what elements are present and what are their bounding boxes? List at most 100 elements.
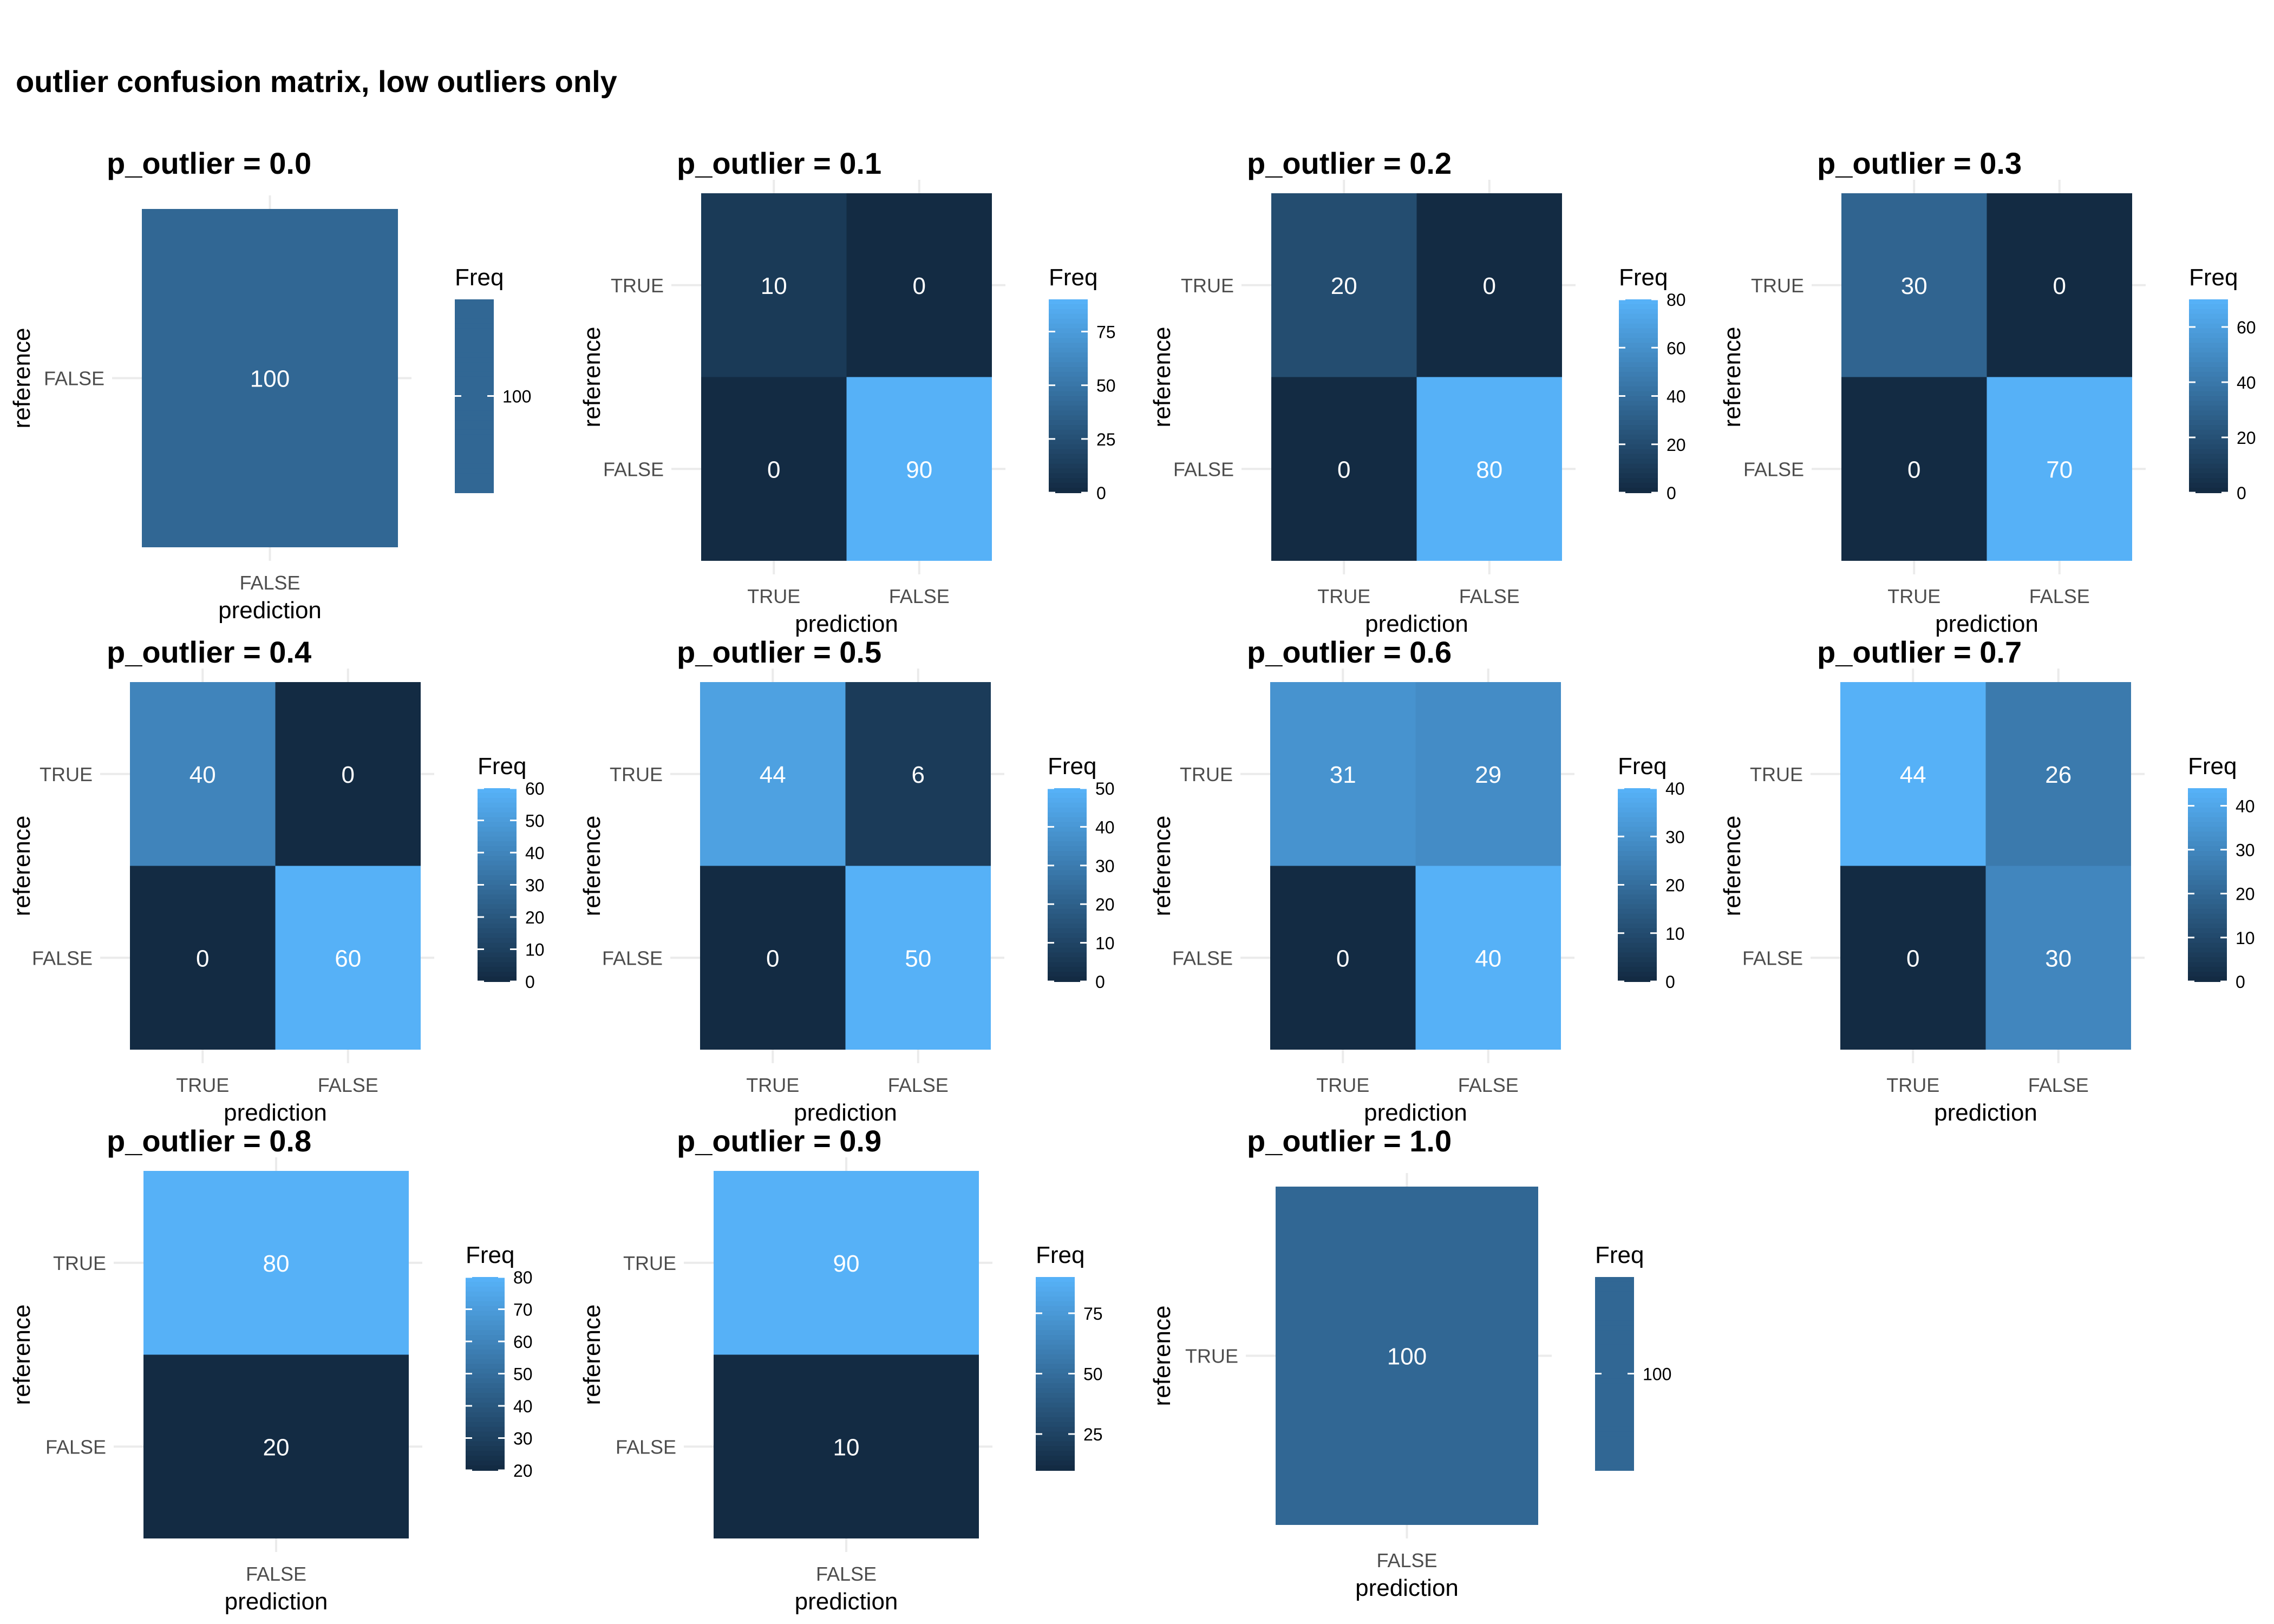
heatmap-cell [1840, 682, 1986, 866]
legend-colorbar-segment [478, 865, 517, 871]
x-axis-title: prediction [1364, 1099, 1467, 1126]
legend-tick-label: 50 [513, 1365, 533, 1384]
legend-colorbar-segment [478, 909, 517, 915]
cell-value-label: 20 [263, 1434, 290, 1461]
heatmap-cell [845, 682, 991, 866]
legend-colorbar-segment [1619, 318, 1658, 324]
legend-colorbar-segment [2189, 381, 2228, 387]
legend-colorbar-segment [478, 914, 517, 919]
legend-colorbar-segment [466, 1330, 505, 1336]
panel-9: 90 10 p_outlier = 0.9 TRUE FALSE FALSE predict… [579, 1124, 1103, 1615]
panel-7: 44 26 0 30 p_outlier = 0.7 TRUE FALSE TRUE FALSE… [1719, 635, 2255, 1126]
y-axis-title: reference [9, 816, 35, 916]
legend-colorbar-segment [478, 952, 517, 958]
legend-colorbar-segment [1048, 822, 1087, 828]
legend-colorbar-segment [466, 1296, 505, 1302]
x-tick-label: TRUE [1316, 1074, 1369, 1096]
y-axis-title: reference [579, 816, 605, 916]
legend-colorbar-segment [1036, 1277, 1075, 1282]
legend-colorbar-segment [1618, 918, 1657, 924]
legend-colorbar-segment [1048, 880, 1087, 886]
legend-colorbar-segment [1049, 391, 1088, 397]
legend-colorbar-segment [2188, 793, 2227, 798]
legend-colorbar-segment [1618, 977, 1657, 982]
legend-colorbar-segment [455, 348, 494, 353]
legend-colorbar-segment [466, 1368, 505, 1374]
legend-colorbar-segment [1036, 1412, 1075, 1418]
legend-colorbar-segment [1049, 386, 1088, 392]
legend-colorbar-segment [478, 822, 517, 828]
legend-colorbar-segment [1048, 807, 1087, 813]
legend-colorbar-segment [1618, 904, 1657, 910]
legend-colorbar-segment [2188, 851, 2227, 856]
heatmap-cell [701, 193, 847, 377]
legend-colorbar-segment [2188, 831, 2227, 837]
legend-colorbar-segment [1048, 933, 1087, 939]
legend-colorbar-segment [455, 463, 494, 469]
cell-value-label: 70 [2046, 456, 2073, 483]
legend-tick-label: 20 [513, 1461, 533, 1481]
x-tick-label: FALSE [239, 572, 300, 594]
legend-colorbar-segment [1595, 1441, 1634, 1447]
y-axis-title: reference [1719, 327, 1746, 428]
legend-colorbar-segment [478, 899, 517, 905]
cell-value-label: 90 [906, 456, 932, 483]
legend-colorbar-segment [478, 831, 517, 837]
legend-colorbar-segment [2188, 846, 2227, 852]
x-axis-title: prediction [1935, 611, 2038, 637]
legend-tick-label: 0 [2236, 972, 2245, 992]
legend-colorbar-segment [2188, 880, 2227, 886]
legend-colorbar-segment [1619, 439, 1658, 445]
legend-colorbar-segment [1618, 875, 1657, 881]
legend-colorbar-segment [1048, 952, 1087, 958]
legend-colorbar-segment [1619, 343, 1658, 349]
legend-colorbar-segment [1036, 1422, 1075, 1427]
x-tick-label: FALSE [2028, 1074, 2089, 1096]
cell-value-label: 100 [1387, 1344, 1427, 1370]
legend-colorbar-segment [1618, 933, 1657, 939]
legend-colorbar-segment [2188, 942, 2227, 948]
y-tick-label: TRUE [53, 1252, 106, 1274]
legend-colorbar-segment [1619, 488, 1658, 493]
legend-colorbar-segment [478, 928, 517, 934]
legend-colorbar-segment [1618, 802, 1657, 808]
x-tick-label: FALSE [2029, 585, 2090, 607]
heatmap-cell [275, 682, 421, 866]
legend-colorbar-segment [2189, 338, 2228, 344]
legend-colorbar-segment [2189, 376, 2228, 382]
legend-colorbar-segment [1036, 1461, 1075, 1466]
y-axis-title: reference [9, 328, 35, 429]
legend-colorbar-segment [1049, 338, 1088, 344]
legend-colorbar-segment [1619, 429, 1658, 435]
legend-colorbar-segment [1049, 299, 1088, 305]
legend-colorbar-segment [2189, 309, 2228, 315]
legend-colorbar-segment [455, 420, 494, 426]
legend-colorbar-segment [1048, 923, 1087, 929]
legend-colorbar-segment [1618, 880, 1657, 886]
x-tick-label: FALSE [1376, 1549, 1437, 1571]
y-tick-label: FALSE [32, 947, 93, 969]
x-tick-label: TRUE [1317, 585, 1370, 607]
panel-5: 44 6 0 50 p_outlier = 0.5 TRUE FALSE TRUE FALSE p… [579, 635, 1115, 1126]
legend-colorbar-segment [1595, 1383, 1634, 1389]
legend-colorbar-segment [455, 338, 494, 344]
legend-colorbar-segment [1595, 1306, 1634, 1312]
legend-tick-label: 50 [1096, 376, 1116, 396]
panel-title: p_outlier = 0.5 [677, 635, 881, 669]
y-tick-label: TRUE [1750, 763, 1803, 785]
legend-colorbar-segment [1595, 1407, 1634, 1413]
legend-colorbar-segment [466, 1431, 505, 1437]
legend-colorbar-segment [1048, 797, 1087, 803]
legend-colorbar-segment [466, 1354, 505, 1360]
x-tick-label: FALSE [246, 1563, 306, 1585]
legend-colorbar-segment [1595, 1426, 1634, 1432]
legend-colorbar-segment [455, 381, 494, 387]
legend-colorbar-segment [2188, 855, 2227, 861]
legend-tick-label: 75 [1096, 323, 1116, 342]
heatmap-cell [701, 377, 847, 561]
legend-colorbar-segment [2189, 488, 2228, 493]
legend-colorbar-segment [1048, 885, 1087, 890]
legend-colorbar-segment [1049, 425, 1088, 430]
legend-tick-label: 40 [2237, 373, 2256, 392]
legend-colorbar-segment [2189, 434, 2228, 440]
